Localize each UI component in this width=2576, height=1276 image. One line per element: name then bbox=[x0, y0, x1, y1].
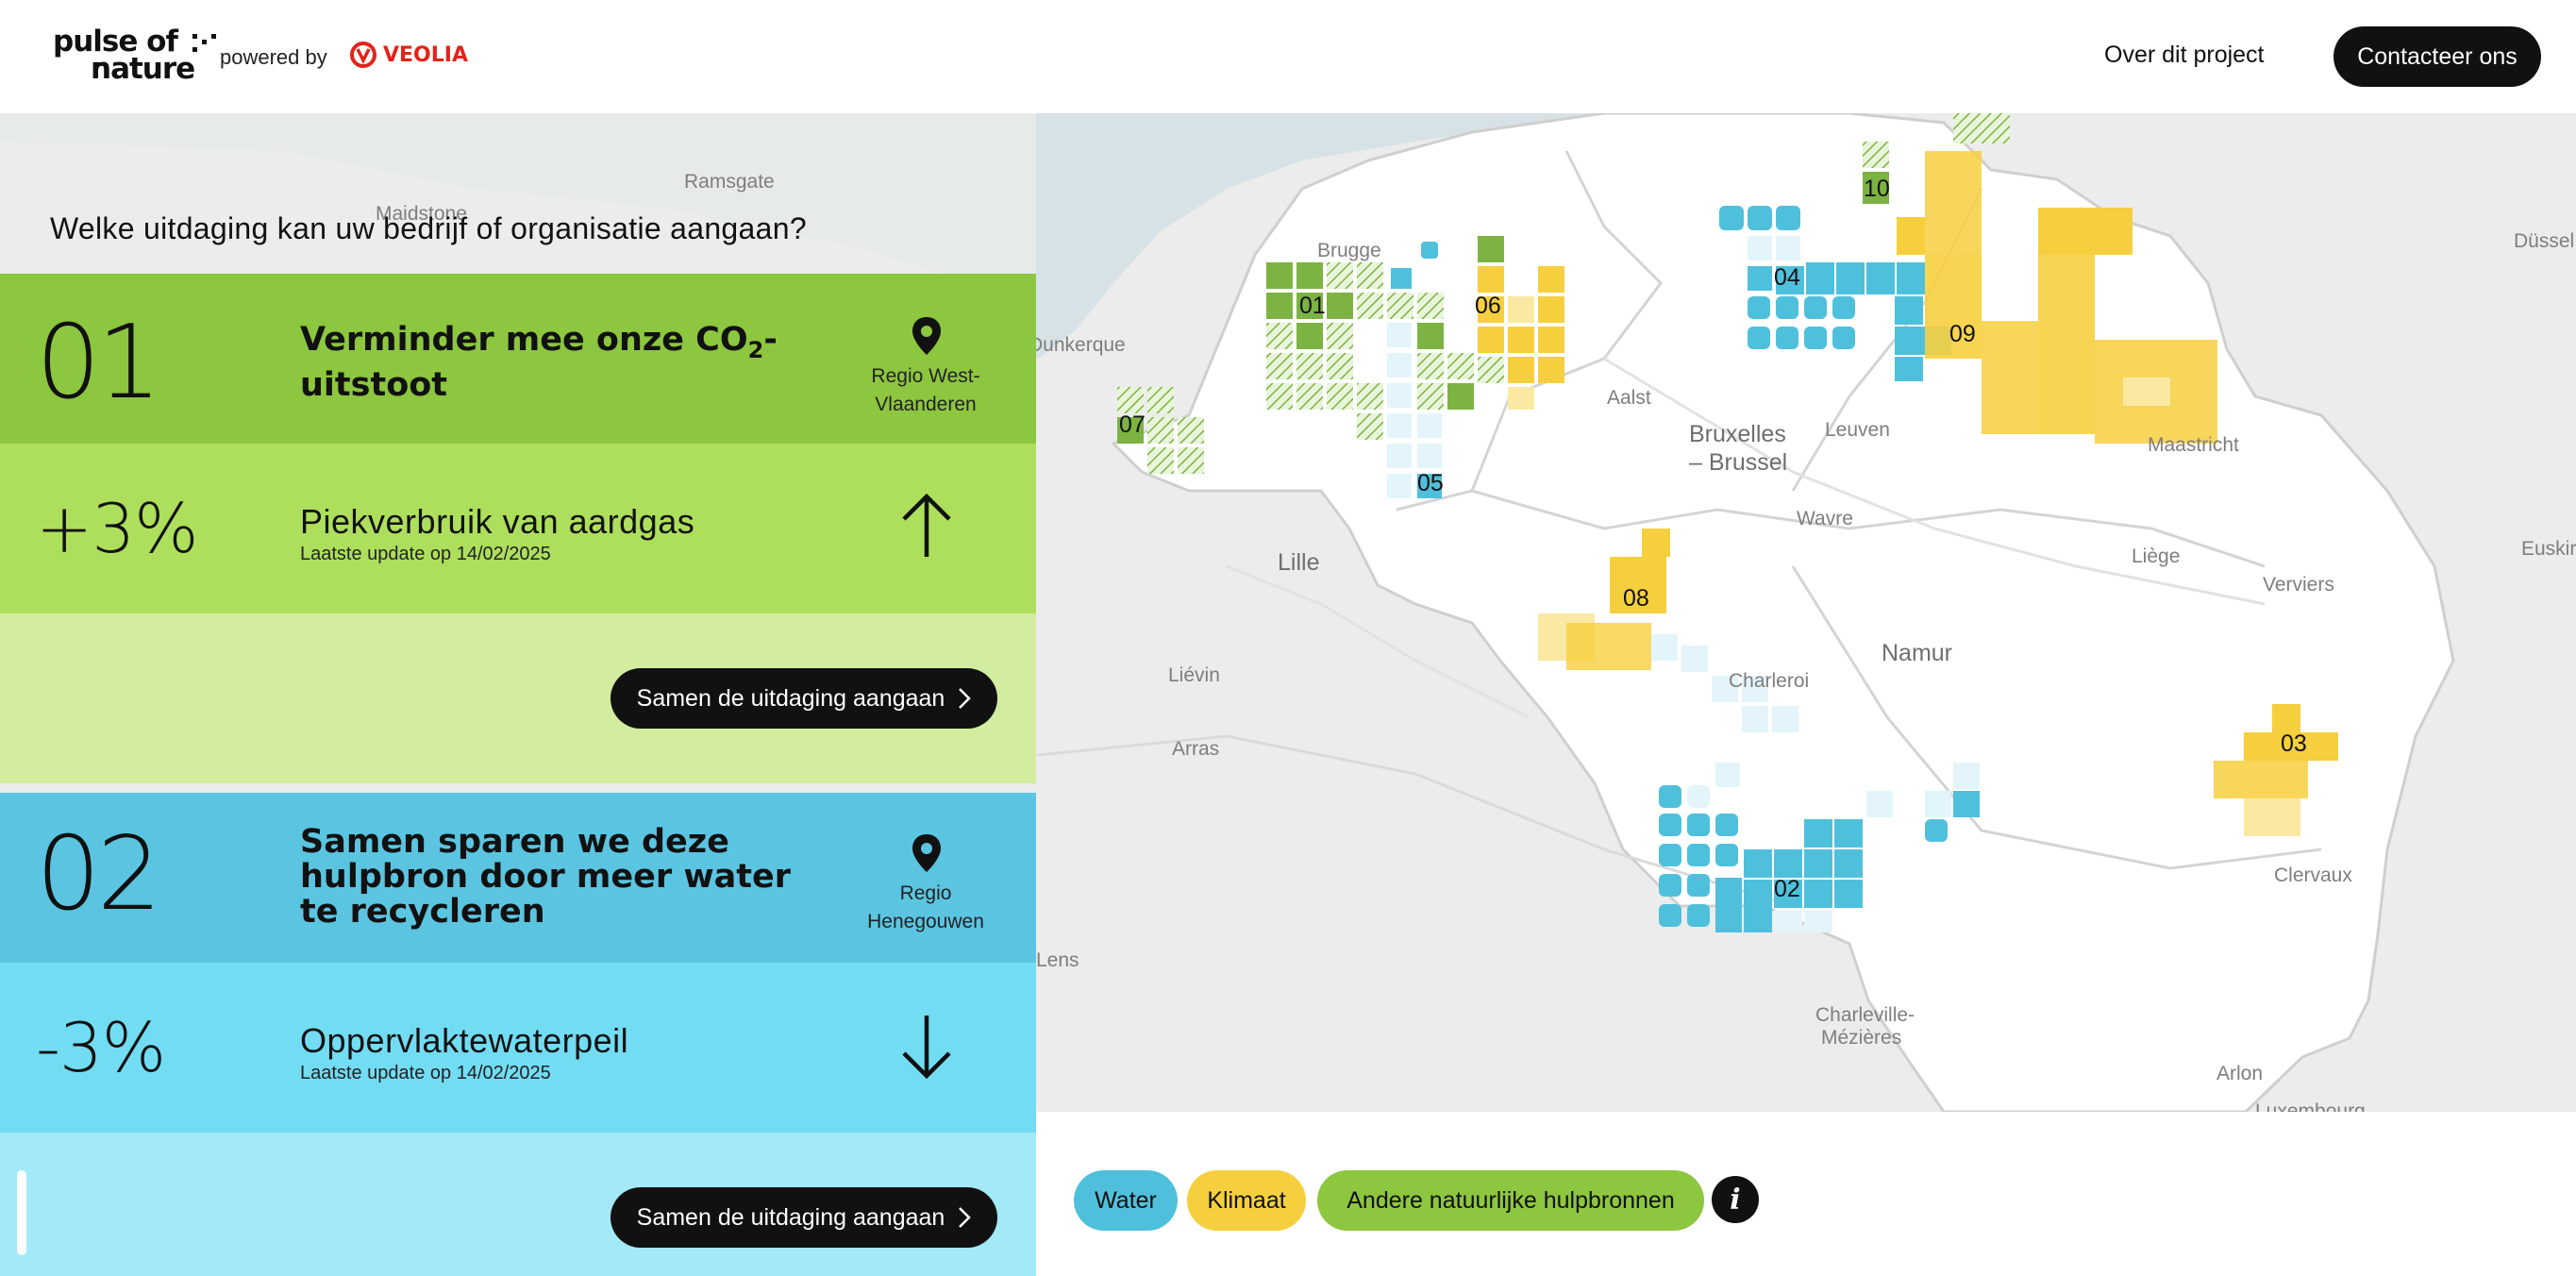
map-label-ramsgate: Ramsgate bbox=[684, 171, 775, 193]
challenge-title: Verminder mee onze CO2-uitstoot bbox=[300, 321, 778, 404]
map-label-dusseldorf: Düssel bbox=[2514, 230, 2575, 252]
tile-label-06[interactable]: 06 bbox=[1475, 293, 1501, 319]
map-label-brugge: Brugge bbox=[1317, 240, 1381, 261]
map-label-namur: Namur bbox=[1882, 640, 1953, 666]
challenge-number: 02 bbox=[36, 815, 161, 933]
logo-line-2: nature bbox=[91, 52, 195, 86]
veolia-icon bbox=[350, 42, 376, 68]
metric-updated: Laatste update op 14/02/2025 bbox=[300, 1063, 551, 1083]
challenge-metric-row: +3% Piekverbruik van aardgas Laatste upd… bbox=[0, 444, 1036, 613]
info-icon[interactable]: i bbox=[1712, 1176, 1759, 1223]
nav-about-link[interactable]: Over dit project bbox=[2104, 42, 2265, 68]
map-label-arras: Arras bbox=[1172, 738, 1220, 760]
location-pin-icon bbox=[912, 317, 941, 355]
map-label-leuven: Leuven bbox=[1825, 419, 1890, 441]
challenge-action-row: Samen de uitdaging aangaan bbox=[0, 1133, 1036, 1276]
map-label-bruxelles: Bruxelles bbox=[1689, 421, 1786, 447]
map-label-lille: Lille bbox=[1278, 549, 1320, 576]
map-label-maastricht: Maastricht bbox=[2148, 434, 2239, 456]
map-label-aalst: Aalst bbox=[1607, 387, 1651, 409]
map-label-clervaux: Clervaux bbox=[2274, 865, 2352, 886]
map-canvas[interactable] bbox=[0, 113, 2576, 1112]
challenge-question: Welke uitdaging kan uw bedrijf of organi… bbox=[50, 211, 807, 245]
map-label-maidstone: Maidstone bbox=[376, 203, 467, 225]
map-label-euskirchen: Euskir bbox=[2521, 538, 2576, 560]
location-pin-icon bbox=[912, 834, 941, 872]
metric-change: +3% bbox=[36, 489, 199, 568]
powered-by-label: powered by bbox=[220, 45, 327, 69]
challenge-title: Samen sparen we deze hulpbron door meer … bbox=[300, 823, 792, 931]
metric-updated: Laatste update op 14/02/2025 bbox=[300, 544, 551, 564]
map-legend: Water Klimaat Andere natuurlijke hulpbro… bbox=[1036, 1112, 2576, 1276]
challenge-region: Regio Henegouwen bbox=[867, 882, 984, 932]
map-label-charleroi: Charleroi bbox=[1729, 670, 1810, 692]
map-label-arlon: Arlon bbox=[2216, 1063, 2264, 1084]
challenge-action-row: Samen de uitdaging aangaan bbox=[0, 613, 1036, 783]
map-label-wavre: Wavre bbox=[1797, 508, 1853, 529]
tile-label-02[interactable]: 02 bbox=[1774, 876, 1800, 902]
pulse-of-nature-logo[interactable]: pulse of nature bbox=[53, 25, 216, 86]
map-label-charleville: Charleville- bbox=[1815, 1004, 1915, 1026]
map-label-dunkerque: Dunkerque bbox=[1029, 334, 1126, 356]
challenge-card-02[interactable]: 02 Samen sparen we deze hulpbron door me… bbox=[0, 793, 1036, 1276]
challenge-header[interactable]: 01 Verminder mee onze CO2-uitstoot Regio… bbox=[0, 274, 1036, 444]
metric-label: Oppervlaktewaterpeil bbox=[300, 1021, 629, 1060]
challenge-number: 01 bbox=[36, 304, 161, 422]
panel-scrollbar[interactable] bbox=[17, 1170, 26, 1255]
map-label-lievin: Liévin bbox=[1168, 664, 1220, 686]
tile-label-08[interactable]: 08 bbox=[1623, 585, 1649, 612]
take-challenge-button[interactable]: Samen de uitdaging aangaan bbox=[611, 1187, 997, 1248]
veolia-logo: VEOLIA bbox=[349, 39, 468, 71]
tile-label-04[interactable]: 04 bbox=[1774, 264, 1800, 291]
chevron-right-icon bbox=[959, 1207, 972, 1228]
contact-button[interactable]: Contacteer ons bbox=[2333, 26, 2541, 87]
challenge-card-01[interactable]: 01 Verminder mee onze CO2-uitstoot Regio… bbox=[0, 274, 1036, 783]
logo-line-1: pulse of bbox=[53, 25, 178, 59]
metric-label: Piekverbruik van aardgas bbox=[300, 502, 695, 541]
map-label-lens: Lens bbox=[1036, 949, 1079, 971]
map-label-verviers: Verviers bbox=[2263, 574, 2334, 596]
tile-label-01[interactable]: 01 bbox=[1299, 293, 1326, 319]
legend-water-filter[interactable]: Water bbox=[1074, 1170, 1178, 1231]
tile-label-10[interactable]: 10 bbox=[1864, 176, 1890, 202]
legend-climate-filter[interactable]: Klimaat bbox=[1187, 1170, 1306, 1231]
challenge-region: Regio West- Vlaanderen bbox=[871, 365, 980, 415]
veolia-wordmark: VEOLIA bbox=[383, 42, 468, 67]
arrow-down-icon bbox=[902, 1016, 951, 1080]
map-label-brussel: – Brussel bbox=[1689, 449, 1788, 476]
map-label-mezieres: Mézières bbox=[1821, 1027, 1902, 1049]
tile-label-09[interactable]: 09 bbox=[1949, 321, 1976, 347]
map-label-liege: Liège bbox=[2132, 546, 2181, 567]
challenge-metric-row: -3% Oppervlaktewaterpeil Laatste update … bbox=[0, 963, 1036, 1133]
tile-label-03[interactable]: 03 bbox=[2281, 730, 2307, 757]
challenge-header[interactable]: 02 Samen sparen we deze hulpbron door me… bbox=[0, 793, 1036, 963]
tile-label-07[interactable]: 07 bbox=[1119, 411, 1146, 438]
legend-nature-filter[interactable]: Andere natuurlijke hulpbronnen bbox=[1317, 1170, 1704, 1231]
arrow-up-icon bbox=[902, 493, 951, 557]
metric-change: -3% bbox=[36, 1008, 166, 1087]
take-challenge-button[interactable]: Samen de uitdaging aangaan bbox=[611, 668, 997, 729]
logo-dots-icon bbox=[98, 34, 221, 66]
chevron-right-icon bbox=[959, 688, 972, 709]
map-label-luxembourg: Luxembourg bbox=[2255, 1100, 2366, 1112]
header: pulse of nature powered by VEOLIA Over d… bbox=[0, 0, 2576, 113]
tile-label-05[interactable]: 05 bbox=[1417, 470, 1444, 496]
